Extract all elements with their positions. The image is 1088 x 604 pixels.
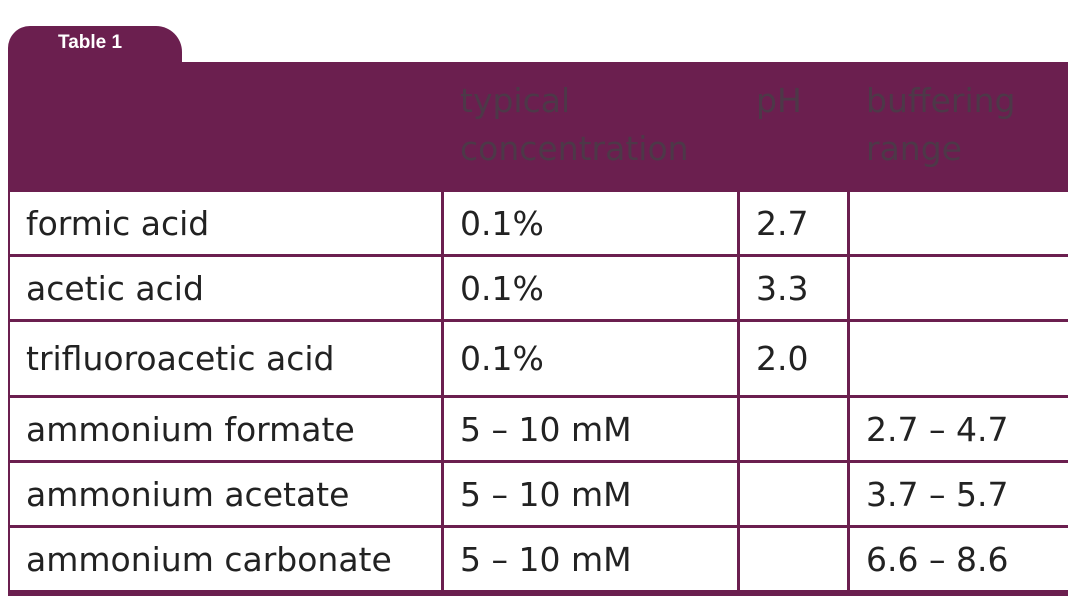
- table-cell: 5 – 10 mM: [444, 398, 737, 460]
- table-cell: 2.0: [740, 322, 847, 395]
- header-cell: typical concentration: [460, 81, 689, 168]
- table-row: ammonium acetate 5 – 10 mM 3.7 – 5.7: [10, 463, 1070, 525]
- table-cell: [850, 322, 1070, 395]
- table-cell: ammonium acetate: [10, 463, 441, 525]
- table-cell: 0.1%: [444, 192, 737, 254]
- table-cell: ammonium formate: [10, 398, 441, 460]
- table-row: ammonium carbonate 5 – 10 mM 6.6 – 8.6: [10, 528, 1070, 590]
- table-cell: 3.7 – 5.7: [850, 463, 1070, 525]
- table-cell: 3.3: [740, 257, 847, 319]
- header-cell: [10, 65, 441, 189]
- table-row: ammonium formate 5 – 10 mM 2.7 – 4.7: [10, 398, 1070, 460]
- table-cell: [740, 463, 847, 525]
- table-cell: acetic acid: [10, 257, 441, 319]
- table-row: trifluoroacetic acid 0.1% 2.0: [10, 322, 1070, 395]
- table-row: acetic acid 0.1% 3.3: [10, 257, 1070, 319]
- table-frame: typical concentration pH buffering range f…: [8, 62, 1070, 596]
- table-cell: 0.1%: [444, 322, 737, 395]
- table-cell: formic acid: [10, 192, 441, 254]
- table-cell: 0.1%: [444, 257, 737, 319]
- table-row: formic acid 0.1% 2.7: [10, 192, 1070, 254]
- table-cell: ammonium carbonate: [10, 528, 441, 590]
- table-cell: 5 – 10 mM: [444, 463, 737, 525]
- table-cell: [740, 528, 847, 590]
- header-cell: pH: [756, 81, 802, 120]
- table-cell: [850, 192, 1070, 254]
- table-cell: 5 – 10 mM: [444, 528, 737, 590]
- table-cell: trifluoroacetic acid: [10, 322, 441, 395]
- header-cell: buffering range: [866, 81, 1016, 168]
- table-tab: Table 1: [8, 26, 182, 66]
- header-row: typical concentration pH buffering range: [10, 65, 1070, 189]
- table-cell: [850, 257, 1070, 319]
- table-cell: 2.7: [740, 192, 847, 254]
- table-cell: 2.7 – 4.7: [850, 398, 1070, 460]
- table-cell: 6.6 – 8.6: [850, 528, 1070, 590]
- table-cell: [740, 398, 847, 460]
- buffer-table: typical concentration pH buffering range f…: [7, 62, 1073, 593]
